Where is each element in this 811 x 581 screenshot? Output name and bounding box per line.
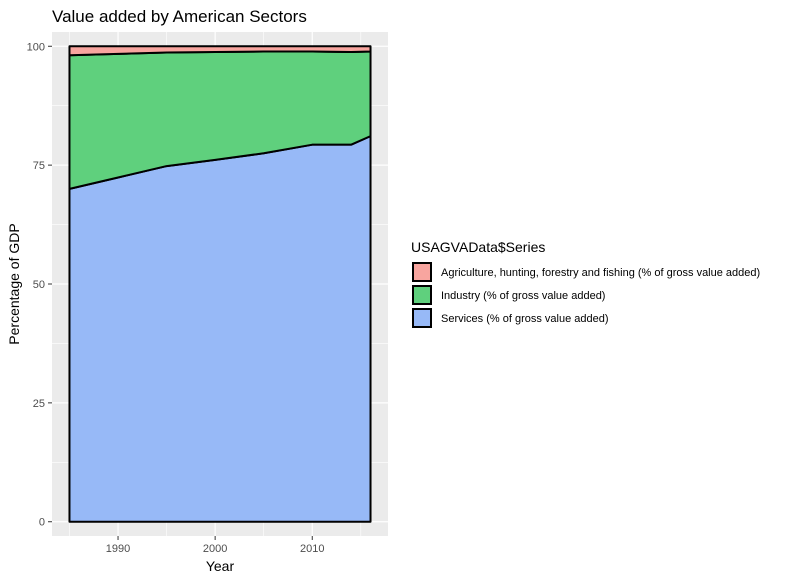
legend: USAGVAData$Series Agriculture, hunting, … — [411, 239, 760, 328]
x-axis-title: Year — [206, 558, 235, 574]
y-axis-ticks: 0 25 50 75 100 — [27, 41, 52, 529]
x-axis-ticks: 1990 2000 2010 — [106, 536, 324, 555]
y-tick-label: 0 — [39, 517, 45, 529]
legend-title: USAGVAData$Series — [411, 239, 545, 255]
y-tick-label: 50 — [33, 279, 45, 291]
legend-key — [412, 262, 432, 282]
legend-label: Services (% of gross value added) — [441, 313, 609, 325]
legend-key — [412, 308, 432, 328]
y-tick-label: 75 — [33, 160, 45, 172]
legend-key — [412, 285, 432, 305]
x-tick-label: 2000 — [203, 543, 227, 555]
y-tick-label: 100 — [27, 41, 45, 53]
area-services — [68, 135, 372, 523]
y-axis-title: Percentage of GDP — [6, 223, 22, 344]
y-tick-label: 25 — [33, 398, 45, 410]
x-tick-label: 2010 — [300, 543, 324, 555]
area-agriculture — [68, 45, 372, 57]
chart-title: Value added by American Sectors — [52, 7, 307, 26]
area-series — [68, 45, 372, 523]
x-tick-label: 1990 — [106, 543, 130, 555]
legend-label: Agriculture, hunting, forestry and fishi… — [441, 267, 760, 279]
legend-label: Industry (% of gross value added) — [441, 290, 605, 302]
